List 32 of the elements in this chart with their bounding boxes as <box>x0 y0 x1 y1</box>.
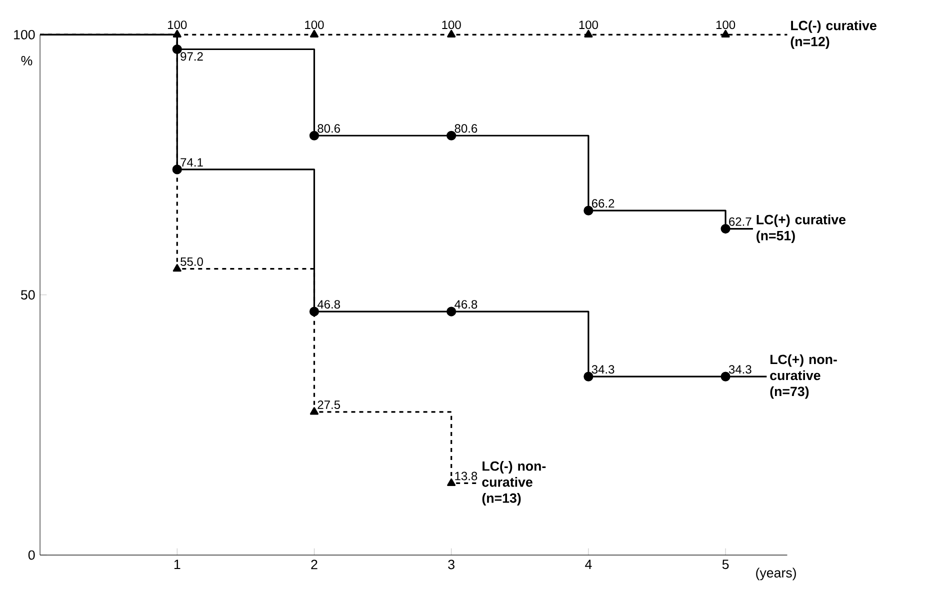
x-tick-label: 4 <box>585 560 592 569</box>
data-label: 46.8 <box>454 300 478 309</box>
data-label: 74.1 <box>180 158 203 166</box>
x-axis-title: (years) <box>756 568 796 580</box>
data-label: 34.3 <box>592 365 614 374</box>
series-label: LC(+) non-curative (n=73) <box>770 354 837 399</box>
y-tick-label: 100 <box>14 30 35 40</box>
data-label: 97.2 <box>180 52 203 61</box>
series-label: LC(+) curative (n=51) <box>756 214 846 243</box>
y-tick-label: 0 <box>28 550 35 560</box>
data-label: 46.8 <box>317 300 340 309</box>
x-tick-label: 2 <box>311 560 318 570</box>
series-label: LC(-) curative (n=12) <box>790 20 876 49</box>
data-label: 80.6 <box>318 124 340 133</box>
data-label: 27.5 <box>318 400 340 409</box>
data-label: 66.2 <box>592 199 614 208</box>
data-label: 100 <box>305 20 324 30</box>
data-label: 80.6 <box>454 124 478 133</box>
data-label: 55.0 <box>180 257 203 266</box>
y-tick-label: 50 <box>21 290 35 300</box>
data-label: 100 <box>579 20 598 30</box>
data-label: 100 <box>168 20 187 30</box>
series-label: LC(-) non-curative (n=13) <box>482 460 546 506</box>
x-tick-label: 1 <box>174 560 180 569</box>
data-label: 34.3 <box>728 365 752 374</box>
data-label: 100 <box>442 20 461 30</box>
data-label: 62.7 <box>729 217 752 226</box>
x-tick-label: 3 <box>448 560 454 570</box>
data-label: 13.8 <box>455 472 478 480</box>
y-axis-title: % <box>21 56 32 66</box>
x-tick-label: 5 <box>722 560 729 570</box>
data-label: 100 <box>716 20 736 30</box>
